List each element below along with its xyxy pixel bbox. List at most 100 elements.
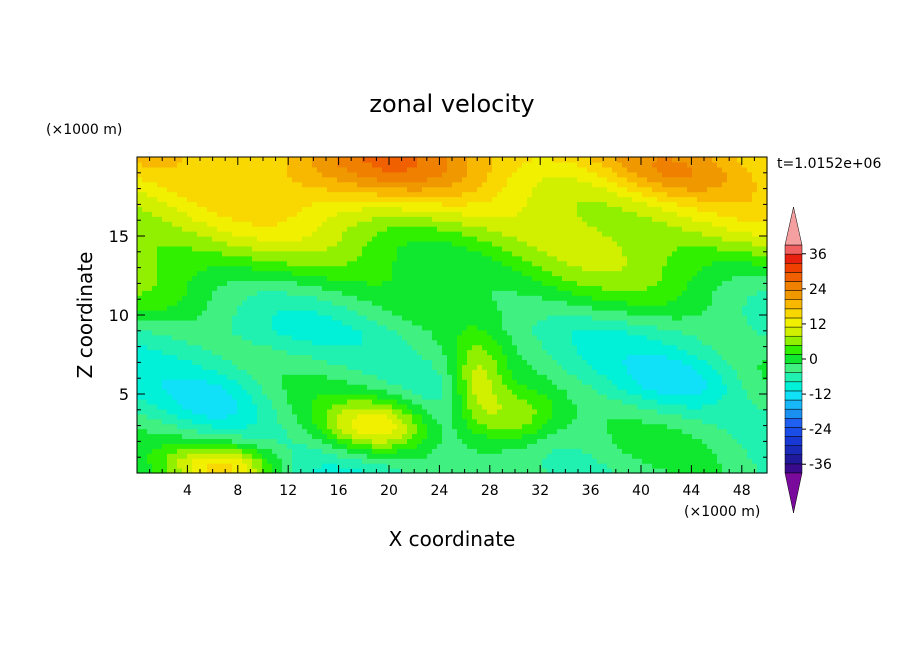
field-cell [287,389,293,395]
field-cell [477,364,483,370]
field-cell [407,166,413,173]
field-cell [477,191,483,198]
field-cell [462,418,468,425]
field-cell [477,280,483,286]
field-cell [162,374,168,380]
field-cell [252,285,258,291]
field-cell [202,408,208,415]
field-cell [437,300,443,306]
field-cell [262,359,268,365]
field-cell [282,315,288,321]
field-cell [512,171,518,178]
field-cell [447,201,453,207]
field-cell [177,211,183,217]
field-cell [517,176,523,183]
field-cell [272,384,278,390]
field-cell [157,181,163,188]
field-cell [467,161,473,168]
field-cell [377,166,383,173]
field-cell [332,369,338,375]
field-cell [347,364,353,370]
field-cell [487,201,493,207]
field-cell [457,408,463,415]
field-cell [257,389,263,395]
field-cell [237,211,243,217]
field-cell [392,319,398,326]
field-cell [262,354,268,361]
field-cell [472,379,478,385]
field-cell [447,423,453,430]
field-cell [227,339,233,346]
field-cell [362,433,368,440]
field-cell [157,359,163,365]
field-cell [417,413,423,420]
field-cell [322,201,328,207]
field-cell [437,413,443,420]
field-cell [297,157,303,163]
field-cell [307,324,313,331]
field-cell [477,260,483,267]
field-cell [382,349,388,356]
field-cell [452,305,458,311]
field-cell [437,206,443,212]
field-cell [367,305,373,311]
field-cell [217,418,223,425]
field-cell [237,201,243,207]
field-cell [507,433,513,440]
field-cell [322,389,328,395]
field-cell [182,418,188,425]
field-cell [327,418,333,425]
field-cell [337,334,343,341]
field-cell [392,334,398,341]
field-cell [462,453,468,459]
field-cell [262,305,268,311]
field-cell [437,305,443,311]
field-cell [272,265,278,272]
field-cell [282,339,288,346]
field-cell [342,157,348,163]
field-cell [457,453,463,459]
field-cell [472,458,478,464]
field-cell [417,221,423,227]
field-cell [462,458,468,464]
field-cell [442,161,448,168]
field-cell [267,305,273,311]
field-cell [417,240,423,247]
field-cell [492,374,498,380]
field-cell [492,359,498,365]
field-cell [502,379,508,385]
field-cell [352,270,358,277]
field-cell [352,196,358,203]
field-cell [222,438,228,444]
field-cell [482,384,488,390]
field-cell [232,305,238,311]
field-cell [457,329,463,336]
field-cell [272,201,278,207]
field-cell [142,260,148,267]
field-cell [507,300,513,306]
field-cell [437,176,443,183]
field-cell [277,315,283,321]
field-cell [267,221,273,227]
field-cell [477,379,483,385]
field-cell [182,389,188,395]
field-cell [462,295,468,301]
field-cell [472,221,478,227]
field-cell [152,458,158,464]
field-cell [167,315,173,321]
field-cell [517,206,523,212]
field-cell [162,280,168,286]
field-cell [432,349,438,356]
field-cell [217,275,223,282]
field-cell [447,206,453,212]
field-cell [452,245,458,252]
field-cell [297,255,303,262]
field-cell [352,463,358,469]
field-cell [242,428,248,435]
field-cell [362,418,368,425]
field-cell [262,458,268,464]
field-cell [257,359,263,365]
field-cell [272,319,278,326]
field-cell [237,384,243,390]
field-cell [487,176,493,183]
